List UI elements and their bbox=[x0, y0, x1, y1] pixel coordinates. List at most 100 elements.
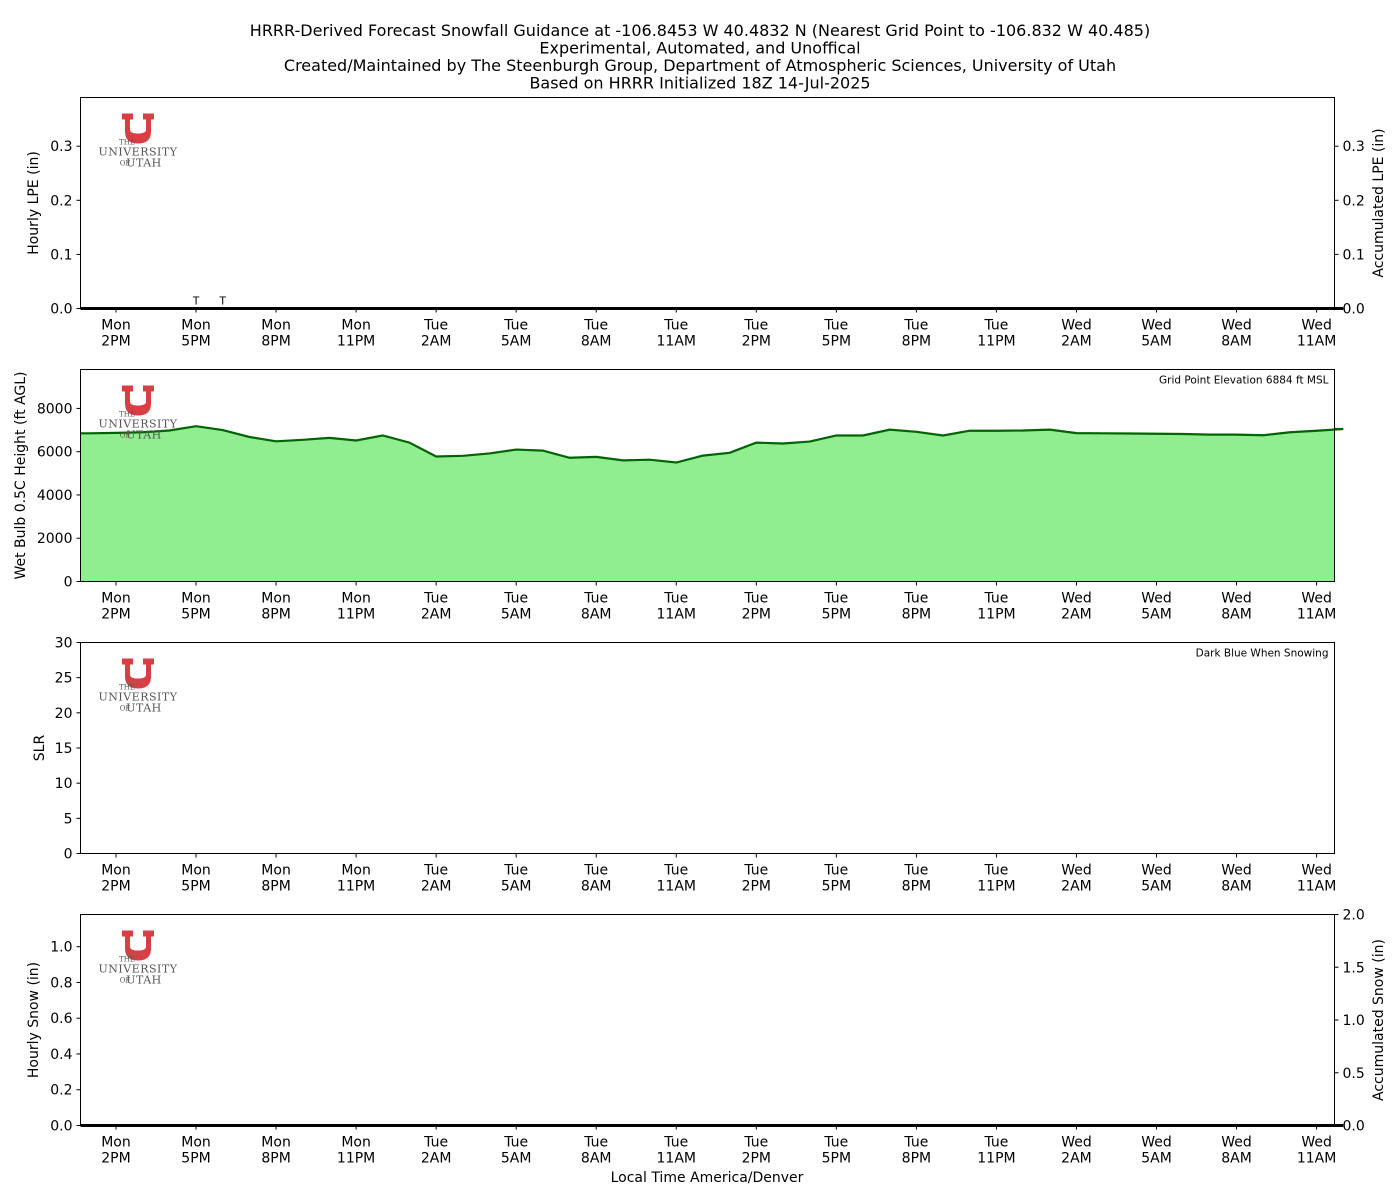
x-tick-label-day: Tue bbox=[503, 591, 528, 607]
x-tick-label-day: Tue bbox=[903, 318, 928, 334]
x-tick-label-time: 5AM bbox=[1141, 879, 1172, 895]
y-tick-label: 0 bbox=[64, 847, 73, 863]
x-tick-label-day: Tue bbox=[823, 1135, 848, 1151]
title-line-1: HRRR-Derived Forecast Snowfall Guidance … bbox=[250, 21, 1150, 40]
x-tick-label-time: 8AM bbox=[581, 607, 612, 623]
x-tick-label-day: Mon bbox=[341, 591, 371, 607]
x-tick-label-day: Tue bbox=[423, 591, 448, 607]
x-tick-label-time: 5PM bbox=[181, 607, 210, 623]
block-u-icon bbox=[122, 385, 154, 416]
title-line-2: Experimental, Automated, and Unoffical bbox=[539, 39, 860, 58]
x-tick-label-day: Tue bbox=[983, 863, 1008, 879]
x-tick-label-time: 5AM bbox=[501, 607, 532, 623]
x-tick-label-time: 8AM bbox=[1221, 334, 1252, 350]
x-tick-label-time: 2AM bbox=[1061, 1151, 1092, 1167]
panel-note: Dark Blue When Snowing bbox=[1196, 648, 1329, 660]
x-tick-label-time: 2PM bbox=[101, 879, 130, 895]
x-tick-label-day: Tue bbox=[983, 1135, 1008, 1151]
plot-area bbox=[80, 425, 1344, 582]
y-axis-label-right: Accumulated LPE (in) bbox=[1371, 128, 1387, 277]
x-tick-label-time: 2PM bbox=[101, 607, 130, 623]
x-tick-label-day: Mon bbox=[261, 318, 291, 334]
wetbulb-height-line bbox=[80, 425, 1344, 464]
x-tick-label-time: 2AM bbox=[1061, 879, 1092, 895]
x-axis: Mon2PMMon5PMMon8PMMon11PMTue2AMTue5AMTue… bbox=[101, 581, 1336, 623]
y-tick-label: 0.3 bbox=[50, 139, 72, 155]
x-tick-label-day: Mon bbox=[341, 863, 371, 879]
x-tick-label-time: 11AM bbox=[657, 607, 696, 623]
x-tick-label-day: Mon bbox=[261, 591, 291, 607]
x-tick-label-time: 2PM bbox=[101, 1151, 130, 1167]
x-tick-label-time: 11AM bbox=[1297, 607, 1336, 623]
logo-line-university: UNIVERSITY bbox=[99, 146, 178, 159]
x-tick-label-day: Wed bbox=[1221, 863, 1252, 879]
y-axis-label: Hourly Snow (in) bbox=[26, 962, 42, 1078]
x-tick-label-time: 11PM bbox=[337, 879, 375, 895]
x-tick-label-day: Tue bbox=[743, 863, 768, 879]
x-tick-label-day: Tue bbox=[743, 591, 768, 607]
y-tick-label: 15 bbox=[55, 741, 73, 757]
x-tick-label-time: 11AM bbox=[657, 879, 696, 895]
panel-1: T TTHEUNIVERSITYOFUTAH0.00.10.20.3Hourly … bbox=[26, 97, 1387, 350]
x-tick-label-day: Wed bbox=[1221, 318, 1252, 334]
x-tick-label-day: Tue bbox=[663, 1135, 688, 1151]
y-tick-label: 1.0 bbox=[50, 940, 72, 956]
y-tick-label-right: 0.0 bbox=[1343, 1119, 1365, 1135]
y-tick-label: 25 bbox=[55, 671, 73, 687]
x-tick-label-time: 2AM bbox=[421, 1151, 452, 1167]
x-tick-label-time: 2AM bbox=[1061, 334, 1092, 350]
logo-line-the: THE bbox=[119, 684, 135, 692]
y-axis-label: SLR bbox=[32, 735, 48, 762]
logo-line-of: OF bbox=[120, 160, 131, 168]
x-tick-label-day: Mon bbox=[101, 863, 131, 879]
x-tick-label-time: 5PM bbox=[181, 879, 210, 895]
x-tick-label-time: 2PM bbox=[742, 879, 771, 895]
x-tick-label-day: Tue bbox=[823, 318, 848, 334]
y-tick-label: 2000 bbox=[37, 531, 73, 547]
x-tick-label-time: 2PM bbox=[742, 1151, 771, 1167]
x-tick-label-time: 2PM bbox=[742, 607, 771, 623]
trace-label: T bbox=[218, 296, 226, 308]
y-axis-left: 0.0 0.2 0.4 0.6 0.8 1.0 bbox=[50, 940, 81, 1135]
x-tick-label-day: Tue bbox=[583, 863, 608, 879]
x-tick-label-time: 8PM bbox=[261, 879, 290, 895]
x-tick-label-day: Mon bbox=[101, 591, 131, 607]
x-tick-label-day: Wed bbox=[1061, 1135, 1092, 1151]
wetbulb-height-area bbox=[80, 426, 1344, 582]
x-tick-label-time: 11AM bbox=[657, 334, 696, 350]
y-axis-label: Wet Bulb 0.5C Height (ft AGL) bbox=[13, 371, 29, 579]
x-tick-label-day: Mon bbox=[341, 1135, 371, 1151]
x-tick-label-day: Mon bbox=[261, 1135, 291, 1151]
x-tick-label-time: 11PM bbox=[977, 334, 1015, 350]
axes-frame bbox=[80, 914, 1335, 1126]
x-tick-label-time: 8PM bbox=[261, 607, 290, 623]
x-tick-label-day: Mon bbox=[101, 1135, 131, 1151]
x-tick-label-time: 2AM bbox=[1061, 607, 1092, 623]
y-tick-label: 5 bbox=[64, 811, 73, 827]
x-tick-label-time: 8PM bbox=[902, 334, 931, 350]
x-tick-label-time: 8AM bbox=[1221, 879, 1252, 895]
axes-frame bbox=[80, 642, 1335, 854]
x-tick-label-time: 5PM bbox=[822, 607, 851, 623]
x-tick-label-day: Mon bbox=[101, 318, 131, 334]
x-tick-label-day: Wed bbox=[1221, 1135, 1252, 1151]
y-tick-label-right: 0.1 bbox=[1343, 247, 1365, 263]
x-tick-label-day: Mon bbox=[181, 863, 211, 879]
logo-line-of: OF bbox=[120, 977, 131, 985]
x-tick-label-time: 8PM bbox=[902, 607, 931, 623]
x-tick-label-time: 2AM bbox=[421, 334, 452, 350]
x-tick-label-time: 5PM bbox=[181, 334, 210, 350]
x-tick-label-time: 11PM bbox=[337, 607, 375, 623]
x-tick-label-day: Tue bbox=[583, 1135, 608, 1151]
x-tick-label-time: 8AM bbox=[581, 879, 612, 895]
y-tick-label: 0.6 bbox=[50, 1011, 72, 1027]
x-tick-label-time: 11AM bbox=[1297, 879, 1336, 895]
x-tick-label-day: Wed bbox=[1301, 863, 1332, 879]
x-tick-label-day: Wed bbox=[1221, 591, 1252, 607]
x-tick-label-day: Wed bbox=[1141, 1135, 1172, 1151]
